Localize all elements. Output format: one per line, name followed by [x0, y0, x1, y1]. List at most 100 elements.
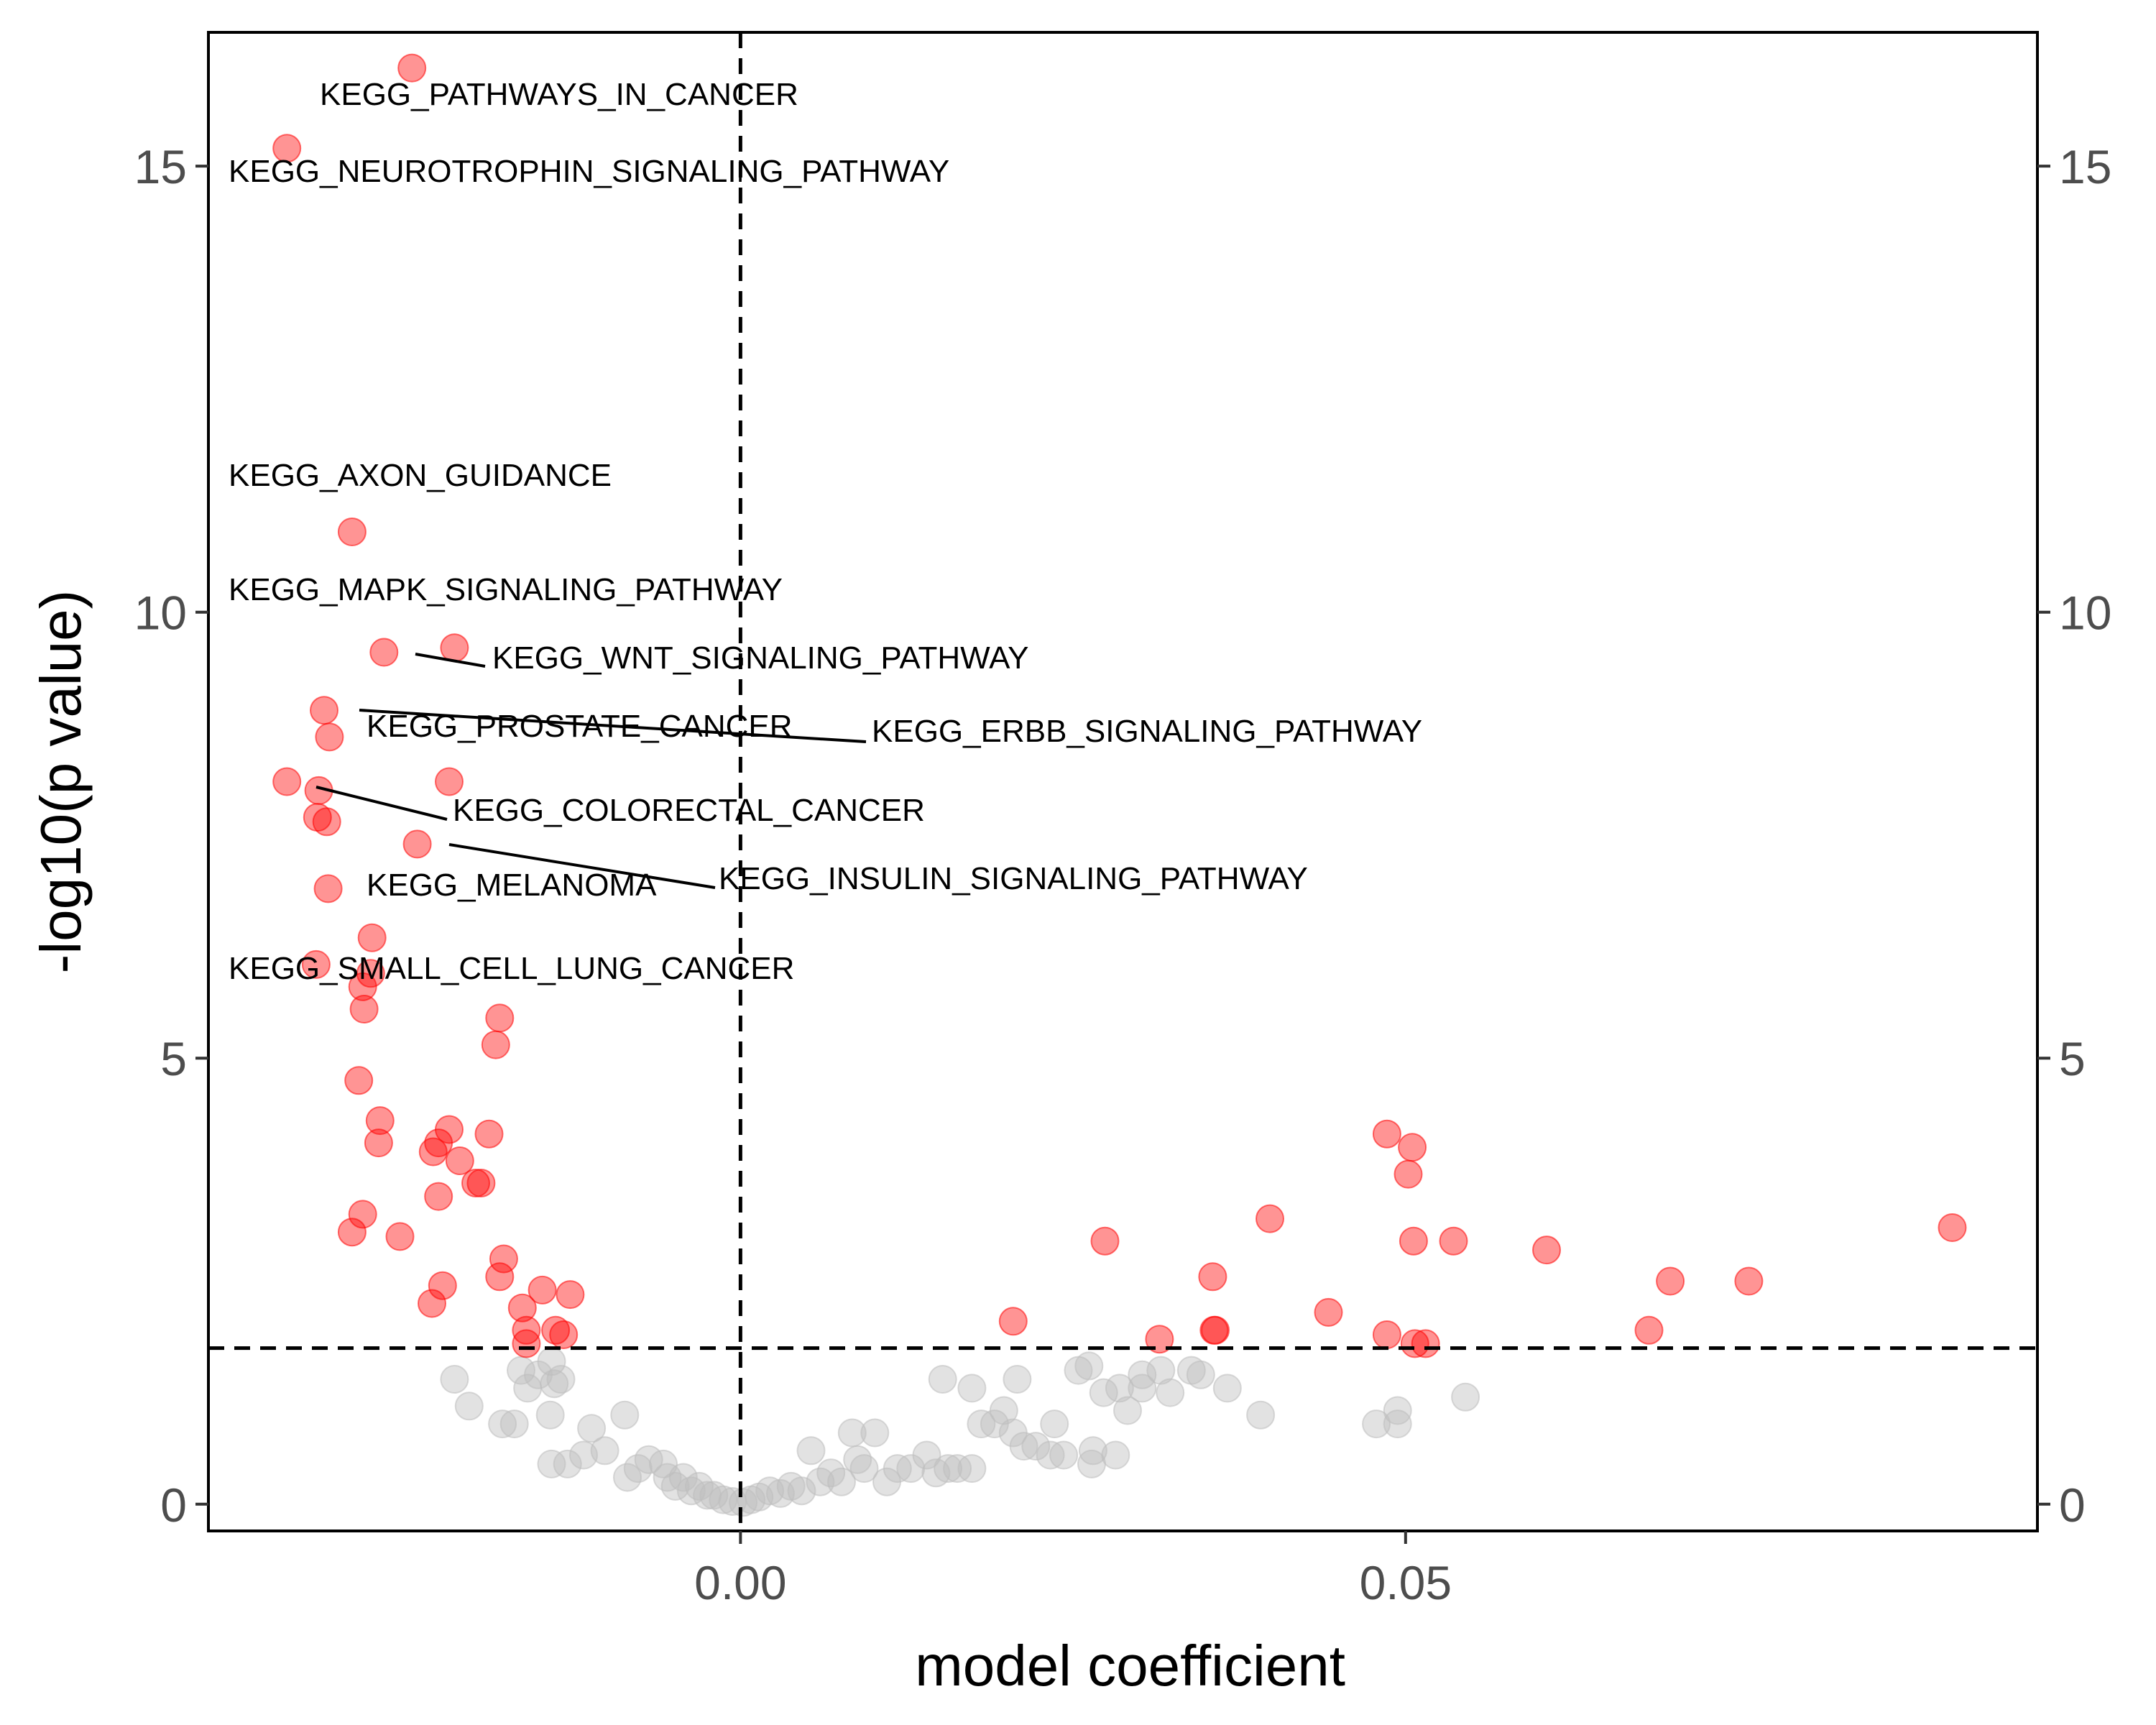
significant-point	[507, 1293, 537, 1322]
nonsignificant-point	[796, 1436, 826, 1466]
reference-lines	[208, 32, 2037, 1531]
significant-point	[1398, 1133, 1427, 1162]
label-connector	[315, 786, 448, 821]
nonsignificant-point	[440, 1365, 469, 1394]
nonsignificant-point	[1074, 1351, 1104, 1381]
nonsignificant-point	[685, 1471, 714, 1501]
significant-point	[1938, 1213, 1967, 1242]
nonsignificant-point	[765, 1478, 795, 1508]
nonsignificant-point	[912, 1440, 941, 1470]
point-label: KEGG_AXON_GUIDANCE	[229, 458, 612, 493]
significant-point	[440, 633, 469, 663]
nonsignificant-point	[1049, 1440, 1079, 1470]
nonsignificant-point	[1113, 1396, 1142, 1425]
nonsignificant-point	[1105, 1374, 1134, 1403]
nonsignificant-point	[1156, 1378, 1185, 1407]
point-label: KEGG_MAPK_SIGNALING_PATHWAY	[229, 572, 783, 607]
significant-point	[1532, 1236, 1561, 1265]
significant-point	[357, 923, 387, 952]
nonsignificant-point	[1003, 1365, 1032, 1394]
significant-point	[445, 1146, 474, 1175]
significant-point	[1256, 1204, 1284, 1233]
significant-point	[424, 1182, 453, 1211]
nonsignificant-point	[569, 1440, 598, 1470]
nonsignificant-point	[1212, 1374, 1242, 1403]
significant-point	[301, 949, 331, 979]
significant-point	[1198, 1262, 1227, 1292]
significant-point	[1393, 1159, 1423, 1189]
significant-point	[312, 807, 341, 837]
nonsignificant-point	[1362, 1409, 1391, 1439]
nonsignificant-point	[1040, 1409, 1069, 1439]
significant-point	[402, 829, 432, 859]
significant-point	[313, 874, 343, 903]
point-label: KEGG_SMALL_CELL_LUNG_CANCER	[229, 951, 794, 986]
significant-point	[348, 1200, 377, 1229]
nonsignificant-point	[957, 1454, 987, 1484]
significant-point	[1656, 1266, 1685, 1296]
point-labels: KEGG_PATHWAYS_IN_CANCER KEGG_NEUROTROPHIN…	[229, 77, 1422, 986]
x-axis-title: model coefficient	[915, 1634, 1345, 1698]
nonsignificant-point	[755, 1476, 785, 1506]
significant-point	[489, 1244, 518, 1274]
y-tick-label-left: 15	[134, 140, 187, 193]
significant-point	[369, 638, 399, 667]
nonsignificant-point	[1021, 1432, 1051, 1461]
significant-point	[424, 1128, 453, 1158]
nonsignificant-point	[1246, 1400, 1276, 1430]
significant-point	[474, 1119, 504, 1149]
point-label: KEGG_COLORECTAL_CANCER	[453, 793, 925, 828]
significant-point	[315, 722, 344, 752]
significant-point	[466, 1169, 496, 1197]
nonsignificant-point	[1186, 1360, 1215, 1389]
significant-point	[365, 1106, 395, 1136]
significant-point	[1411, 1329, 1440, 1358]
significant-point	[385, 1222, 415, 1251]
significant-point	[1400, 1329, 1429, 1358]
y-tick-label-left: 0	[160, 1478, 187, 1532]
nonsignificant-point	[1089, 1378, 1118, 1407]
nonsignificant-point	[577, 1414, 607, 1443]
nonsignificant-point	[676, 1476, 706, 1506]
significant-point	[418, 1289, 446, 1318]
significant-point	[364, 1128, 393, 1158]
nonsignificant-points	[440, 1347, 1480, 1517]
significant-point	[481, 1030, 510, 1059]
significant-point	[337, 518, 367, 546]
nonsignificant-point	[957, 1374, 987, 1403]
significant-point	[344, 1066, 374, 1095]
nonsignificant-point	[488, 1409, 517, 1439]
significant-point	[1201, 1315, 1230, 1345]
nonsignificant-point	[1383, 1409, 1412, 1439]
nonsignificant-point	[553, 1449, 582, 1478]
nonsignificant-point	[454, 1392, 484, 1421]
point-label: KEGG_MELANOMA	[367, 868, 657, 903]
significant-point	[1372, 1119, 1401, 1149]
significant-point	[1145, 1325, 1174, 1354]
significant-point	[418, 1137, 448, 1167]
nonsignificant-point	[1451, 1382, 1480, 1412]
nonsignificant-point	[660, 1471, 690, 1501]
significant-point	[397, 53, 427, 83]
significant-point	[485, 1003, 515, 1033]
point-label: KEGG_PROSTATE_CANCER	[367, 709, 793, 744]
significant-point	[435, 767, 464, 796]
nonsignificant-point	[849, 1454, 879, 1484]
nonsignificant-point	[590, 1436, 619, 1466]
y-tick-label-left: 10	[134, 586, 187, 640]
significant-point	[349, 995, 379, 1024]
nonsignificant-point	[1077, 1449, 1106, 1478]
nonsignificant-point	[989, 1396, 1018, 1425]
significant-point	[337, 1218, 367, 1247]
nonsignificant-point	[1128, 1374, 1157, 1403]
significant-point	[310, 696, 338, 725]
significant-point	[512, 1329, 541, 1358]
point-label: KEGG_PATHWAYS_IN_CANCER	[320, 77, 798, 112]
nonsignificant-point	[1009, 1432, 1038, 1461]
significant-point	[1634, 1315, 1664, 1345]
y-tick-label-left: 5	[160, 1032, 187, 1085]
label-connectors	[315, 653, 867, 889]
nonsignificant-point	[610, 1400, 640, 1430]
label-connector	[448, 843, 716, 889]
